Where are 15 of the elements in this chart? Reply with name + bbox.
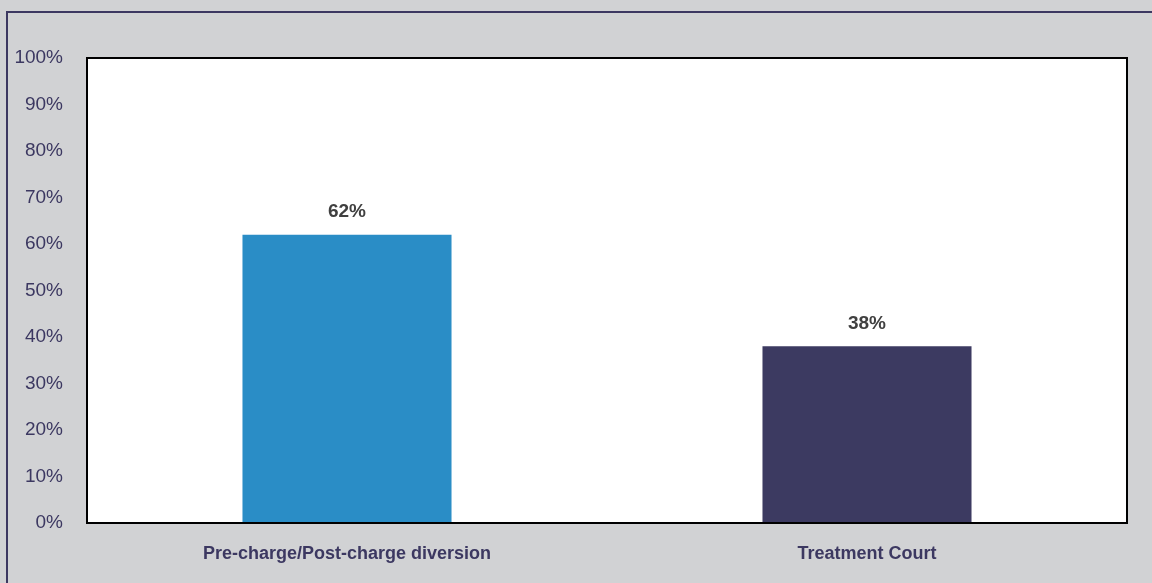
x-tick-label: Pre-charge/Post-charge diversion <box>202 542 492 563</box>
y-tick-label: 0% <box>35 511 64 533</box>
y-tick-label: 50% <box>24 278 64 300</box>
y-tick-label: 20% <box>24 418 64 440</box>
y-tick-label: 90% <box>24 92 64 114</box>
y-tick-label: 60% <box>24 232 64 254</box>
y-tick-label: 30% <box>24 371 64 393</box>
y-tick-label: 100% <box>14 46 64 68</box>
y-tick-label: 70% <box>24 185 64 207</box>
y-tick-label: 80% <box>24 139 64 161</box>
data-label: 38% <box>847 312 887 334</box>
y-tick-label: 40% <box>24 325 64 347</box>
x-tick-label: Treatment Court <box>797 542 937 563</box>
y-tick-label: 10% <box>24 464 64 486</box>
data-label: 62% <box>327 200 367 222</box>
